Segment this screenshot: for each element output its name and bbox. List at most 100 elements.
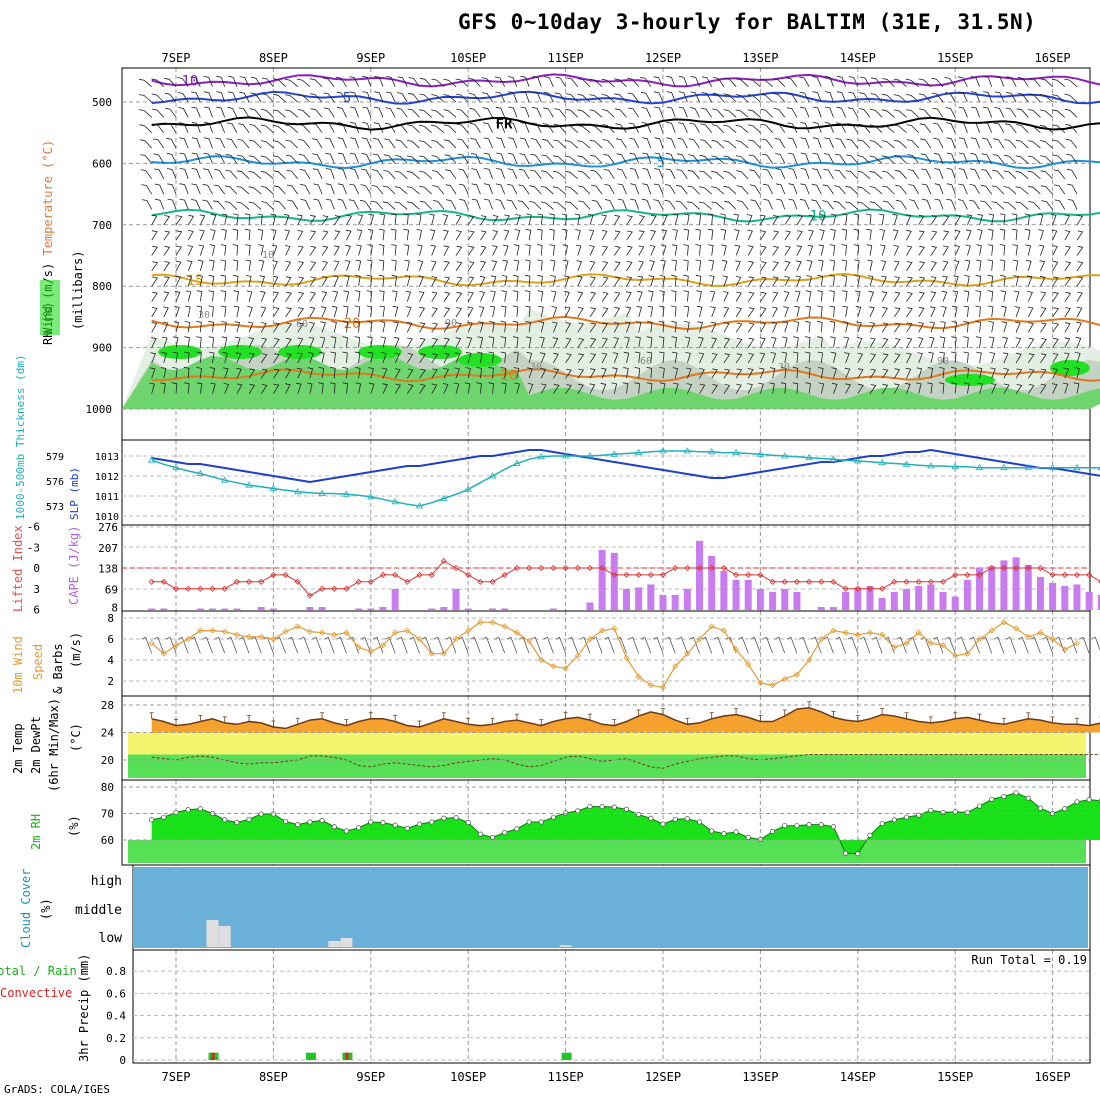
- wind-barb: [1027, 291, 1033, 302]
- lifted-index-marker: [720, 564, 727, 572]
- thickness-marker: [513, 459, 521, 466]
- wind-barb: [1052, 368, 1059, 379]
- rh-contour-label: 60: [296, 319, 308, 330]
- wind-barb: [203, 137, 213, 149]
- wind-barb: [431, 338, 439, 348]
- wind-barb: [747, 353, 755, 364]
- wind-barb: [331, 305, 338, 318]
- rh-marker: [1037, 805, 1043, 811]
- cape-bar: [635, 587, 643, 610]
- thickness-marker: [391, 498, 399, 505]
- wind-barb: [379, 321, 386, 333]
- wind-barb: [1040, 185, 1053, 195]
- wind-barb: [203, 76, 213, 87]
- wind-barb: [419, 170, 432, 180]
- rh-marker: [343, 828, 349, 834]
- wind-barb-10m: [835, 636, 846, 654]
- wind-barb: [390, 228, 397, 241]
- thickness-tick-label: 576: [46, 477, 64, 488]
- wind-barb: [841, 213, 848, 225]
- precip-tick-label: 0.4: [106, 1010, 126, 1023]
- wind-barb: [617, 198, 627, 210]
- wind-barb: [371, 185, 384, 195]
- wind-barb: [367, 244, 373, 256]
- wind-barb: [747, 368, 754, 379]
- wind-barb: [992, 154, 1005, 164]
- wind-barb: [845, 201, 859, 210]
- wind-barb: [285, 368, 292, 379]
- panel-frame-precip: [132, 949, 1091, 1064]
- wind-barb: [467, 276, 475, 287]
- wind-barb: [735, 260, 741, 272]
- cape-tick-label: 276: [98, 521, 118, 534]
- wind-barb: [953, 275, 959, 287]
- date-label-bottom: 9SEP: [356, 1070, 385, 1084]
- wind-barb: [761, 153, 773, 164]
- wind-barb: [723, 93, 737, 103]
- wind-barb: [537, 213, 543, 225]
- wind-barb: [848, 91, 859, 103]
- wind-barb: [928, 336, 935, 348]
- wind-barb: [167, 168, 177, 179]
- wind-barb: [723, 140, 737, 149]
- wind-barb: [455, 291, 463, 302]
- wind-speed-marker: [452, 635, 460, 643]
- wind-barb: [601, 214, 607, 225]
- wind-barb: [244, 228, 251, 241]
- lifted-index-marker: [404, 578, 411, 585]
- wind-barb: [1003, 383, 1010, 394]
- wind-barb: [775, 168, 786, 179]
- wind-barb: [346, 214, 353, 225]
- cape-bar: [610, 552, 618, 610]
- wind-barb: [845, 185, 859, 195]
- temperature-minmax-bar: [174, 719, 178, 726]
- wind-barb: [982, 106, 993, 118]
- rh-marker: [465, 820, 471, 826]
- wind-barb: [976, 229, 983, 241]
- cape-bar: [793, 591, 801, 610]
- thickness-marker: [561, 452, 570, 459]
- cape-bar: [866, 585, 874, 610]
- wind-barb: [635, 321, 642, 333]
- wind-barb: [298, 124, 311, 133]
- wind-barb-10m: [640, 636, 652, 654]
- wind-speed-marker: [465, 627, 472, 634]
- wind-barb: [683, 274, 689, 287]
- date-label-bottom: 12SEP: [645, 1070, 681, 1084]
- wind-barb: [300, 183, 311, 195]
- wind-barb: [1026, 259, 1032, 272]
- cape-bar: [160, 608, 168, 610]
- wind-barb: [208, 274, 215, 287]
- wind-barb: [223, 383, 230, 394]
- wind-barb: [939, 351, 945, 363]
- wind-barb: [491, 260, 498, 272]
- wind-barb: [349, 91, 359, 103]
- wind-barb: [748, 139, 761, 149]
- wind-barb: [638, 245, 645, 256]
- wind-barb-10m: [920, 636, 932, 654]
- temperature-minmax-bar: [222, 716, 227, 723]
- wind-speed-marker: [270, 635, 277, 643]
- wind-barb: [624, 336, 630, 348]
- wind-barb: [624, 321, 631, 333]
- wind-barb: [270, 229, 277, 241]
- wind-barb: [970, 91, 980, 103]
- wind-barb: [162, 321, 169, 333]
- wind-barb: [383, 170, 396, 180]
- wind-barb: [540, 383, 547, 394]
- wind-barb: [392, 305, 399, 318]
- wind-barb: [209, 367, 216, 379]
- wind-barb: [154, 183, 165, 195]
- cape-tick-label: 8: [111, 602, 118, 615]
- thickness-marker: [878, 458, 886, 466]
- wind-barb: [1024, 228, 1031, 241]
- cloud-level-label: middle: [75, 903, 122, 918]
- wind-barb: [443, 229, 449, 241]
- temperature-contour-label: 5: [343, 91, 351, 107]
- wind-barb: [285, 94, 299, 103]
- cloud-units: (%): [39, 898, 53, 920]
- wind-barb: [829, 259, 835, 271]
- wind-barb: [784, 245, 791, 256]
- wind-barb: [565, 124, 579, 133]
- wind-barb: [357, 214, 364, 225]
